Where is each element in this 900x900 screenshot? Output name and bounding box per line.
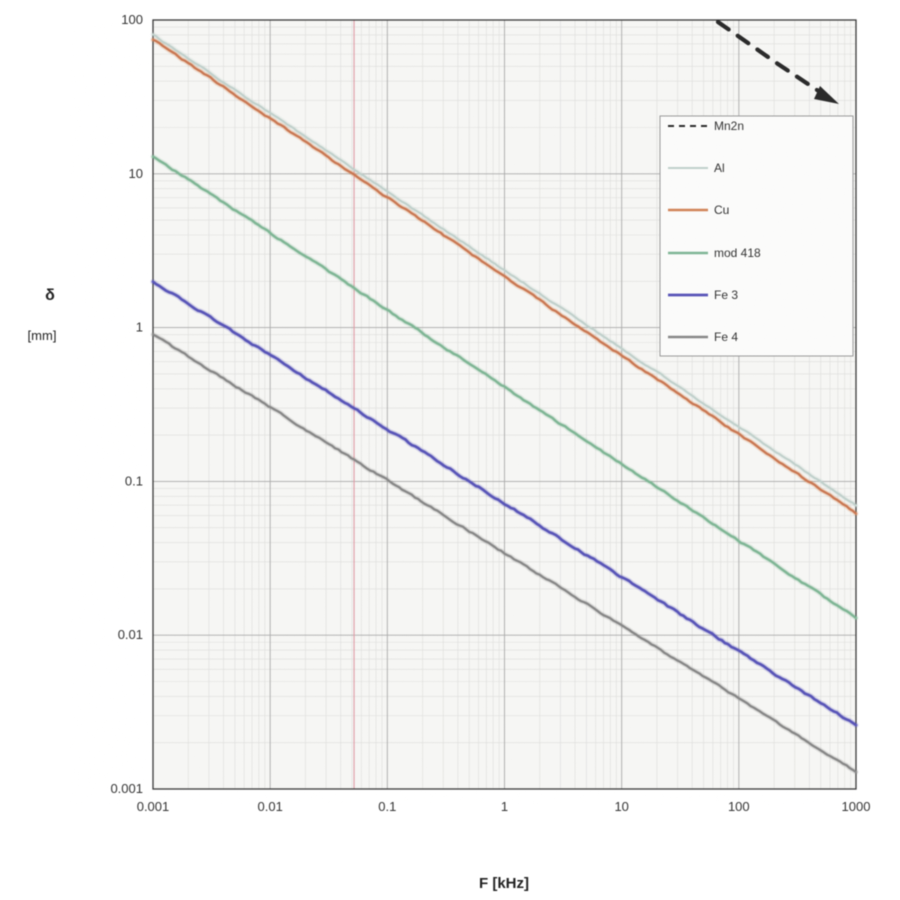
svg-text:1000: 1000 (842, 799, 871, 814)
svg-text:0.1: 0.1 (125, 473, 143, 488)
svg-text:Al: Al (714, 161, 725, 175)
svg-text:[mm]: [mm] (28, 328, 57, 343)
svg-text:F [kHz]: F [kHz] (479, 875, 529, 892)
svg-text:100: 100 (121, 12, 143, 27)
svg-text:0.1: 0.1 (378, 799, 396, 814)
svg-text:0.001: 0.001 (110, 781, 143, 796)
svg-text:Fe 3: Fe 3 (714, 288, 738, 302)
svg-text:Mn2n: Mn2n (714, 119, 744, 133)
svg-text:Cu: Cu (714, 203, 729, 217)
svg-text:Fe 4: Fe 4 (714, 330, 738, 344)
svg-text:1: 1 (136, 320, 143, 335)
svg-text:0.001: 0.001 (137, 799, 170, 814)
svg-text:10: 10 (129, 166, 143, 181)
svg-text:100: 100 (728, 799, 750, 814)
svg-text:mod 418: mod 418 (714, 246, 761, 260)
svg-text:10: 10 (614, 799, 628, 814)
svg-text:0.01: 0.01 (258, 799, 283, 814)
svg-text:δ: δ (45, 287, 55, 304)
svg-text:0.01: 0.01 (118, 627, 143, 642)
svg-text:1: 1 (501, 799, 508, 814)
